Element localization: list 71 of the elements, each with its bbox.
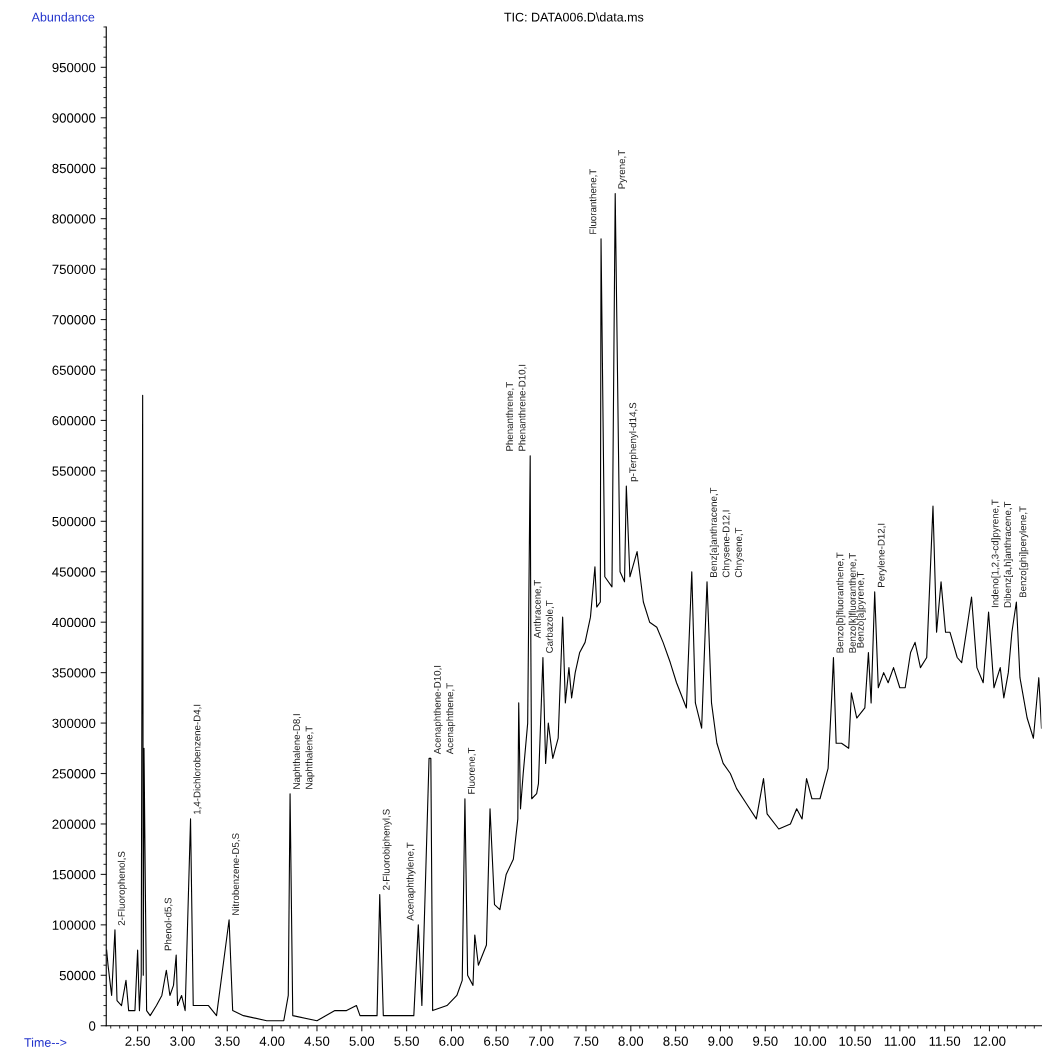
x-tick-label: 8.50 <box>663 1036 688 1046</box>
y-tick-label: 200000 <box>52 819 96 829</box>
annotation: Acenaphthene,T <box>446 683 456 755</box>
annotation: 2-Fluorobiphenyl,S <box>382 809 392 890</box>
y-tick-label: 50000 <box>59 970 96 981</box>
y-tick-label: 700000 <box>52 315 96 325</box>
y-tick-label: 650000 <box>52 365 96 375</box>
x-tick-label: 4.00 <box>259 1036 285 1046</box>
x-tick-label: 5.00 <box>349 1036 375 1046</box>
y-tick-label: 600000 <box>52 415 96 426</box>
annotation: Indeno[1,2,3-cd]pyrene,T <box>991 499 1001 608</box>
x-tick-label: 9.50 <box>753 1036 778 1046</box>
y-tick-label: 400000 <box>52 617 96 628</box>
annotation: Benzo[k]fluoranthene,T <box>848 553 858 653</box>
annotation: Benzo[a]pyrene,T <box>856 571 866 648</box>
annotation: Phenol-d5,S <box>164 897 173 951</box>
annotation: Benzo[b]fluoranthene,T <box>836 552 846 653</box>
x-tick-label: 8.00 <box>618 1036 644 1046</box>
annotation: Phenanthrene-D10,I <box>518 364 527 451</box>
annotation: Benzo[ghi]perylene,T <box>1019 506 1029 598</box>
annotation: Pyrene,T <box>618 150 628 189</box>
y-tick-label: 0 <box>89 1021 96 1031</box>
annotation: Naphthalene-D8,I <box>292 714 302 789</box>
chart-title: TIC: DATA006.D\data.ms <box>504 12 644 22</box>
annotation: Fluorene,T <box>467 747 476 794</box>
annotation: p-Terphenyl-d14,S <box>629 402 639 482</box>
annotation: Acenaphthene-D10,I <box>433 665 443 755</box>
x-tick-label: 7.50 <box>573 1036 599 1046</box>
annotation: 1,4-Dichlorobenzene-D4,I <box>193 704 202 815</box>
y-tick-label: 850000 <box>52 163 96 174</box>
x-tick-label: 6.50 <box>484 1036 509 1046</box>
x-tick-label: 3.50 <box>214 1036 240 1046</box>
y-tick-label: 800000 <box>52 214 96 224</box>
annotation: Carbazole,T <box>545 600 554 653</box>
y-tick-label: 900000 <box>52 113 96 123</box>
annotation: Chrysene,T <box>734 527 744 578</box>
y-tick-label: 250000 <box>52 769 96 779</box>
annotation: Chrysene-D12,I <box>722 510 732 578</box>
x-tick-label: 7.00 <box>528 1036 554 1046</box>
x-tick-label: 2.50 <box>125 1036 150 1046</box>
annotation: Naphthalene,T <box>305 725 315 789</box>
annotation: Acenaphthylene,T <box>406 842 416 921</box>
annotation: Fluoranthene,T <box>589 168 598 234</box>
y-tick-label: 550000 <box>52 466 96 476</box>
x-tick-label: 12.00 <box>973 1036 1006 1046</box>
y-tick-label: 450000 <box>52 567 96 577</box>
annotation: 2-Fluorophenol,S <box>117 851 127 926</box>
x-tick-label: 9.00 <box>708 1036 733 1046</box>
annotation: Phenanthrene,T <box>505 382 515 451</box>
y-tick-label: 100000 <box>52 920 96 930</box>
x-tick-label: 10.00 <box>794 1036 827 1046</box>
y-tick-label: 750000 <box>52 264 96 275</box>
y-tick-label: 950000 <box>52 62 96 73</box>
x-tick-label: 10.50 <box>839 1036 871 1046</box>
y-tick-label: 350000 <box>52 668 96 678</box>
x-tick-label: 11.00 <box>884 1036 916 1046</box>
x-tick-label: 6.00 <box>439 1036 464 1046</box>
annotation: Anthracene,T <box>533 580 542 639</box>
y-tick-label: 150000 <box>52 869 96 880</box>
x-axis-title: Time--> <box>24 1037 67 1047</box>
x-tick-label: 11.50 <box>929 1036 961 1046</box>
annotation: Dibenz[a,h]anthracene,T <box>1003 501 1013 608</box>
y-tick-label: 300000 <box>52 718 96 728</box>
annotation: Nitrobenzene-D5,S <box>231 833 241 915</box>
annotation: Perylene-D12,I <box>877 523 887 587</box>
y-axis-title: Abundance <box>31 12 95 22</box>
y-tick-label: 500000 <box>52 516 96 527</box>
annotation: Benz[a]anthracene,T <box>709 487 719 577</box>
x-tick-label: 4.50 <box>304 1036 330 1046</box>
x-tick-label: 3.00 <box>170 1036 195 1046</box>
x-tick-label: 5.50 <box>394 1036 419 1046</box>
